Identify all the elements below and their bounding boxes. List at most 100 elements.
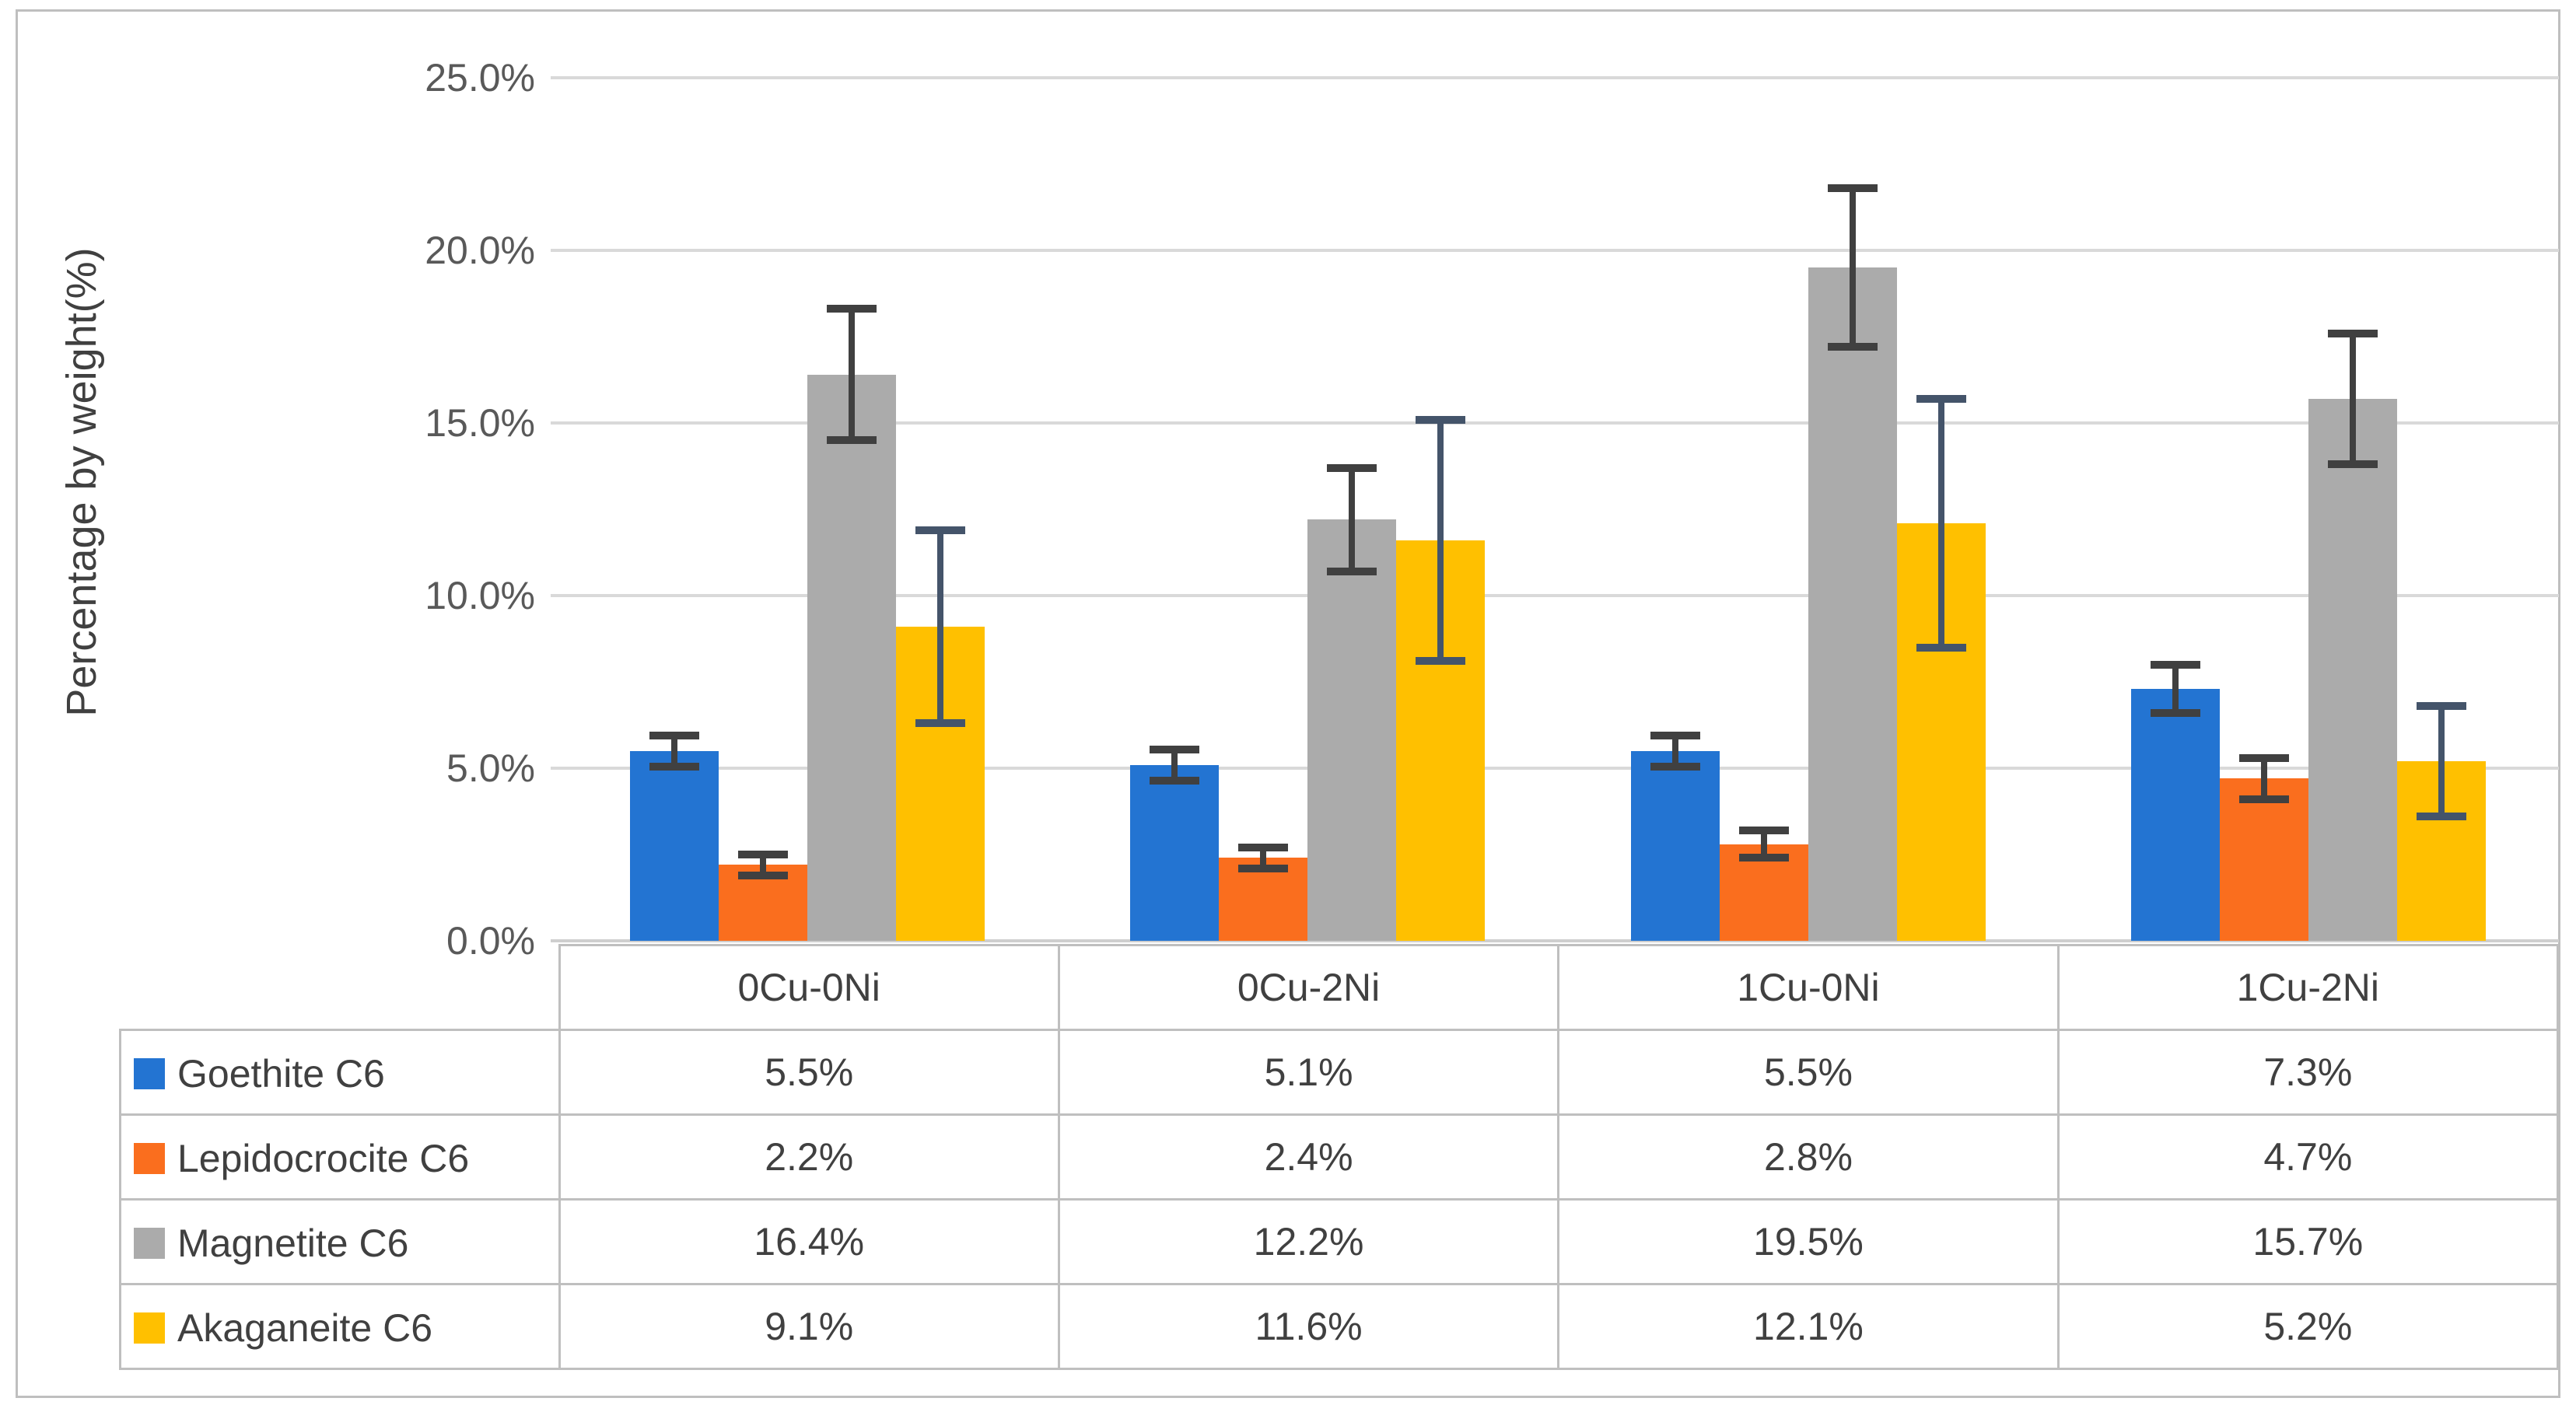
error-bar-cap-bottom xyxy=(649,762,699,771)
error-bar-stem xyxy=(670,735,677,767)
value-cell-goethite-c6-1cu-2ni: 7.3% xyxy=(2056,1029,2560,1116)
value-cell-goethite-c6-0cu-0ni: 5.5% xyxy=(558,1029,1060,1116)
error-bar-cap-bottom xyxy=(915,719,965,728)
error-bar-cap-bottom xyxy=(2151,708,2201,717)
bar-lepidocrocite-c6-1cu-2ni xyxy=(2220,778,2309,941)
bar-goethite-c6-1cu-2ni xyxy=(2131,688,2221,941)
legend-cell-lepidocrocite-c6: Lepidocrocite C6 xyxy=(119,1113,561,1201)
error-bar-cap-top xyxy=(1327,463,1377,472)
value-cell-magnetite-c6-0cu-2ni: 12.2% xyxy=(1057,1198,1560,1285)
error-bar-cap-top xyxy=(1650,731,1700,739)
value-cell-lepidocrocite-c6-1cu-2ni: 4.7% xyxy=(2056,1113,2560,1201)
value-cell-lepidocrocite-c6-0cu-0ni: 2.2% xyxy=(558,1113,1060,1201)
error-bar-cap-bottom xyxy=(1238,864,1289,872)
legend-cell-magnetite-c6: Magnetite C6 xyxy=(119,1198,561,1285)
value-cell-akaganeite-c6-1cu-2ni: 5.2% xyxy=(2056,1283,2560,1370)
value-cell-magnetite-c6-1cu-0ni: 19.5% xyxy=(1557,1198,2060,1285)
error-bar-cap-top xyxy=(915,526,965,534)
error-bar-stem xyxy=(2261,757,2268,799)
y-axis-tick-label: 15.0% xyxy=(425,401,535,445)
error-bar-cap-top xyxy=(1416,415,1466,424)
error-bar-cap-top xyxy=(1238,844,1289,852)
y-axis-tick-label: 25.0% xyxy=(425,56,535,100)
error-bar-stem xyxy=(1171,749,1178,781)
error-bar-cap-top xyxy=(1827,184,1878,193)
value-cell-lepidocrocite-c6-0cu-2ni: 2.4% xyxy=(1057,1113,1560,1201)
data-table: 0Cu-0Ni 0Cu-2Ni 1Cu-0Ni 1Cu-2Ni Goethite C6 5… xyxy=(119,944,2560,1370)
legend-label: Magnetite C6 xyxy=(177,1221,409,1265)
y-axis-title-wrap: Percentage by weight(%) xyxy=(54,233,109,731)
bar-goethite-c6-0cu-2ni xyxy=(1130,764,1220,941)
error-bar-cap-top xyxy=(2239,753,2290,762)
error-bar-stem xyxy=(848,309,855,441)
error-bar-stem xyxy=(2350,333,2357,465)
error-bar-cap-bottom xyxy=(2239,795,2290,803)
error-bar-stem xyxy=(759,855,766,876)
error-bar-cap-bottom xyxy=(1916,643,1966,652)
value-cell-akaganeite-c6-1cu-0ni: 12.1% xyxy=(1557,1283,2060,1370)
table-corner-cell xyxy=(120,945,559,1030)
error-bar-cap-bottom xyxy=(1416,657,1466,666)
error-bar-cap-top xyxy=(737,851,788,858)
y-axis-tick-label: 20.0% xyxy=(425,229,535,272)
gridline-0 xyxy=(551,939,2559,942)
bar-magnetite-c6-0cu-2ni xyxy=(1307,519,1397,941)
error-bar-cap-bottom xyxy=(737,871,788,879)
category-header-1cu-0ni: 1Cu-0Ni xyxy=(1557,944,2060,1031)
category-header-1cu-2ni: 1Cu-2Ni xyxy=(2056,944,2560,1031)
category-header-0cu-2ni: 0Cu-2Ni xyxy=(1057,944,1560,1031)
value-cell-lepidocrocite-c6-1cu-0ni: 2.8% xyxy=(1557,1113,2060,1201)
error-bar-stem xyxy=(1671,735,1678,767)
error-bar-stem xyxy=(2438,706,2445,817)
error-bar-stem xyxy=(1760,830,1767,858)
error-bar-cap-bottom xyxy=(1150,776,1200,785)
legend-label: Akaganeite C6 xyxy=(177,1305,433,1350)
gridline-10 xyxy=(551,594,2559,597)
gridline-5 xyxy=(551,767,2559,770)
y-axis-tick-label: 0.0% xyxy=(446,919,535,963)
bar-goethite-c6-0cu-0ni xyxy=(629,750,719,941)
error-bar-cap-top xyxy=(2328,329,2378,337)
legend-swatch-goethite-c6 xyxy=(134,1057,165,1089)
category-header-0cu-0ni: 0Cu-0Ni xyxy=(558,944,1060,1031)
error-bar-cap-top xyxy=(2151,660,2201,669)
error-bar-stem xyxy=(1937,398,1944,648)
value-cell-magnetite-c6-1cu-2ni: 15.7% xyxy=(2056,1198,2560,1285)
y-axis-tick-label: 10.0% xyxy=(425,574,535,617)
value-cell-akaganeite-c6-0cu-0ni: 9.1% xyxy=(558,1283,1060,1370)
error-bar-cap-top xyxy=(1738,826,1789,834)
error-bar-cap-bottom xyxy=(2328,460,2378,469)
value-cell-goethite-c6-1cu-0ni: 5.5% xyxy=(1557,1029,2060,1116)
error-bar-cap-bottom xyxy=(2417,813,2467,821)
y-axis-tick-label: 5.0% xyxy=(446,746,535,790)
bar-magnetite-c6-0cu-0ni xyxy=(807,374,896,941)
value-cell-magnetite-c6-0cu-0ni: 16.4% xyxy=(558,1198,1060,1285)
error-bar-cap-bottom xyxy=(1738,854,1789,862)
value-cell-akaganeite-c6-0cu-2ni: 11.6% xyxy=(1057,1283,1560,1370)
error-bar-stem xyxy=(936,530,943,724)
error-bar-cap-top xyxy=(1150,745,1200,753)
bar-goethite-c6-1cu-0ni xyxy=(1630,750,1720,941)
error-bar-stem xyxy=(1260,848,1267,869)
error-bar-cap-top xyxy=(2417,702,2467,711)
gridline-25 xyxy=(551,76,2559,79)
value-cell-goethite-c6-0cu-2ni: 5.1% xyxy=(1057,1029,1560,1116)
bar-magnetite-c6-1cu-2ni xyxy=(2308,398,2398,941)
error-bar-cap-top xyxy=(649,731,699,739)
error-bar-cap-bottom xyxy=(1827,343,1878,351)
error-bar-cap-top xyxy=(826,305,877,313)
legend-swatch-magnetite-c6 xyxy=(134,1227,165,1259)
legend-label: Lepidocrocite C6 xyxy=(177,1136,470,1180)
error-bar-stem xyxy=(1349,467,1356,571)
gridline-20 xyxy=(551,249,2559,252)
gridline-15 xyxy=(551,421,2559,425)
legend-cell-akaganeite-c6: Akaganeite C6 xyxy=(119,1283,561,1370)
legend-cell-goethite-c6: Goethite C6 xyxy=(119,1029,561,1116)
chart-border xyxy=(16,9,2560,1398)
legend-label: Goethite C6 xyxy=(177,1051,385,1096)
error-bar-cap-bottom xyxy=(826,436,877,445)
error-bar-stem xyxy=(1437,419,1444,662)
bar-magnetite-c6-1cu-0ni xyxy=(1808,267,1897,941)
error-bar-stem xyxy=(1849,188,1856,348)
